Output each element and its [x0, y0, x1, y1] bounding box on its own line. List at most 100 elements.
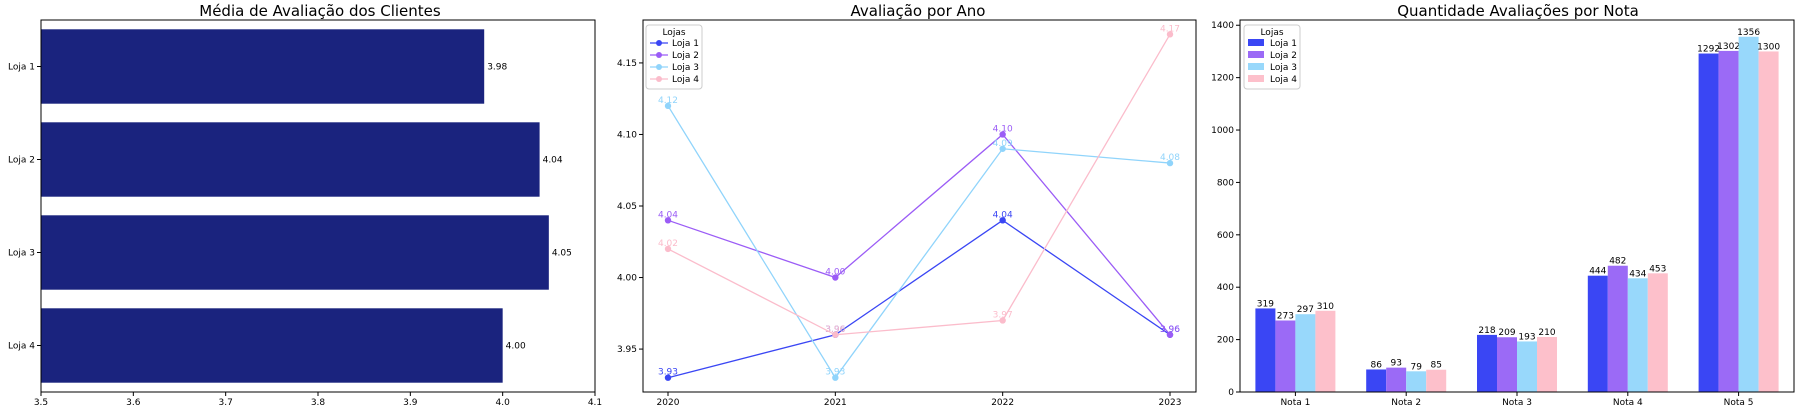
x-tick-label: Nota 2 — [1391, 398, 1421, 406]
bar-loja-3 — [1738, 36, 1759, 392]
series-line — [667, 219, 1171, 379]
chart1-frame — [40, 19, 596, 393]
legend-label: Loja 4 — [1270, 75, 1297, 85]
data-point — [664, 217, 672, 224]
data-point-label: 3.96 — [825, 325, 845, 335]
data-point — [832, 274, 839, 281]
bar-loja-3 — [1627, 278, 1648, 392]
bar-value-label: 434 — [1629, 269, 1646, 279]
bar-value-label: 1292 — [1697, 45, 1720, 55]
bar-value-label: 319 — [1257, 299, 1274, 309]
y-tick-label: 4.00 — [617, 274, 637, 284]
bar-value-label: 193 — [1518, 332, 1535, 342]
data-point — [832, 374, 839, 381]
x-tick-label: 2022 — [991, 398, 1014, 406]
bar-loja-4 — [41, 308, 503, 383]
y-tick-label: Loja 3 — [8, 249, 35, 259]
legend-label: Loja 2 — [672, 51, 699, 61]
legend-title: Lojas — [1260, 28, 1283, 38]
chart-quantidade-por-nota: Quantidade Avaliações por Nota 0 200 400 60… — [1211, 2, 1795, 406]
data-point-label: 3.96 — [1160, 325, 1180, 335]
bar-value-label: 453 — [1649, 264, 1666, 274]
y-tick-label: Loja 1 — [8, 63, 35, 73]
bar-value-label: 273 — [1277, 311, 1294, 321]
chart2-frame — [642, 19, 1197, 393]
series-loja-2: 4.04 4.00 4.10 3.96 — [658, 124, 1180, 338]
legend-marker — [656, 76, 662, 82]
chart3-frame — [1239, 19, 1795, 393]
x-tick-label: 3.8 — [311, 398, 326, 406]
bar-value-label: 310 — [1317, 302, 1334, 312]
bar-value-label: 86 — [1370, 360, 1382, 370]
bar-loja-4 — [1758, 51, 1779, 393]
legend-label: Loja 4 — [672, 75, 699, 85]
y-tick-label: 1400 — [1211, 21, 1234, 31]
data-point — [999, 131, 1006, 138]
bar-loja-1 — [1477, 334, 1497, 392]
bar-loja-1 — [1255, 308, 1276, 392]
bar-loja-3 — [41, 215, 549, 290]
x-tick-label: 2023 — [1159, 398, 1182, 406]
data-point — [999, 145, 1006, 152]
bar-loja-2 — [41, 122, 540, 197]
series-loja-3: 4.12 3.93 4.09 4.08 — [658, 96, 1180, 381]
series-line — [667, 33, 1171, 336]
x-tick-label: Nota 3 — [1502, 398, 1532, 406]
chart3-title: Quantidade Avaliações por Nota — [1397, 2, 1639, 20]
series-line — [667, 105, 1171, 379]
bar-loja-4 — [1537, 336, 1557, 392]
y-tick-label: 1000 — [1211, 126, 1234, 136]
series-loja-1: 3.93 3.96 4.04 3.96 — [658, 210, 1180, 381]
y-tick-label: Loja 4 — [8, 342, 35, 352]
bar-value-label: 210 — [1538, 328, 1555, 338]
legend-label: Loja 3 — [1270, 63, 1297, 73]
legend-marker — [656, 40, 662, 46]
bar-value-label: 218 — [1478, 326, 1495, 336]
data-point-label: 4.10 — [993, 124, 1013, 134]
data-point — [664, 245, 672, 253]
bar-loja-3 — [1406, 371, 1427, 392]
bar-loja-3 — [1295, 314, 1316, 392]
bar-value-label: 297 — [1297, 305, 1314, 315]
x-tick-label: Nota 5 — [1724, 398, 1754, 406]
data-point — [832, 331, 839, 338]
bar-loja-2 — [1386, 367, 1407, 392]
bar-value-label: 1356 — [1737, 28, 1760, 38]
data-point-label: 4.02 — [658, 239, 678, 249]
bar-value-label: 444 — [1589, 267, 1606, 277]
bar-value-label: 4.05 — [552, 249, 572, 259]
x-tick-label: 3.7 — [219, 398, 233, 406]
bar-value-label: 85 — [1430, 361, 1441, 371]
data-point — [999, 317, 1006, 324]
x-tick-label: 3.5 — [34, 398, 48, 406]
x-tick-label: 2020 — [657, 398, 680, 406]
bar-loja-4 — [1426, 369, 1447, 392]
bar-loja-1 — [1366, 369, 1387, 392]
bar-value-label: 1302 — [1717, 42, 1740, 52]
chart1-title: Média de Avaliação dos Clientes — [199, 2, 441, 20]
data-point — [664, 374, 672, 381]
x-tick-label: Nota 1 — [1280, 398, 1310, 406]
data-point-label: 4.00 — [825, 268, 845, 278]
series-line — [667, 133, 1171, 336]
x-tick-label: Nota 4 — [1613, 398, 1643, 406]
bar-value-label: 4.04 — [543, 156, 563, 166]
bar-loja-4 — [1647, 273, 1668, 392]
legend-swatch — [1248, 39, 1264, 46]
legend-swatch — [1248, 75, 1264, 82]
data-point — [1166, 331, 1174, 338]
data-point — [664, 102, 672, 110]
bar-value-label: 3.98 — [487, 63, 507, 73]
y-tick-label: 4.15 — [617, 59, 637, 69]
bar-value-label: 209 — [1498, 328, 1515, 338]
legend-swatch — [1248, 63, 1264, 70]
legend-label: Loja 1 — [672, 39, 699, 49]
data-point-label: 3.97 — [993, 310, 1013, 320]
bar-value-label: 4.00 — [506, 342, 526, 352]
bar-loja-2 — [1607, 265, 1628, 392]
x-tick-label: 2021 — [824, 398, 847, 406]
x-tick-label: 4.1 — [588, 398, 602, 406]
data-point-label: 4.12 — [658, 96, 678, 106]
